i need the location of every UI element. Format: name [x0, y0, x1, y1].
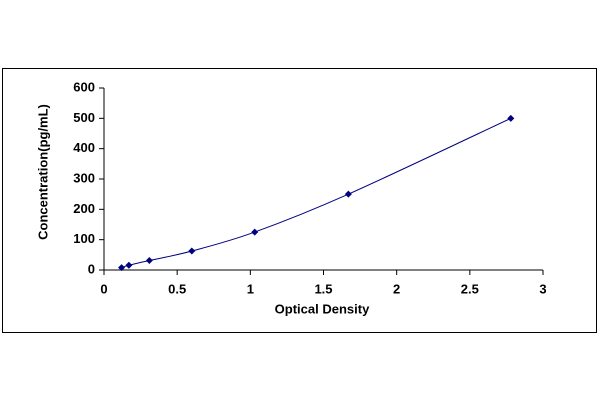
x-tick-label: 2.5: [461, 281, 479, 296]
x-tick-label: 0.5: [168, 281, 186, 296]
point: [344, 190, 352, 198]
y-tick-label: 0: [88, 261, 95, 276]
point: [125, 261, 133, 269]
point: [188, 247, 196, 255]
x-tick-label: 3: [539, 281, 546, 296]
y-tick-label: 400: [73, 140, 95, 155]
point: [118, 264, 126, 272]
y-tick-label: 100: [73, 231, 95, 246]
x-tick-label: 1: [247, 281, 254, 296]
x-tick-label: 2: [393, 281, 400, 296]
point: [145, 257, 153, 265]
chart-border: [2, 68, 597, 333]
y-tick-label: 600: [73, 79, 95, 94]
point: [507, 114, 515, 122]
y-tick-label: 200: [73, 201, 95, 216]
point: [251, 228, 259, 236]
y-tick-label: 300: [73, 170, 95, 185]
x-tick-label: 0: [100, 281, 107, 296]
y-axis-label: Concentration(pg/mL): [35, 104, 50, 240]
x-axis-label: Optical Density: [275, 301, 370, 316]
x-tick-label: 1.5: [314, 281, 332, 296]
y-tick-label: 500: [73, 110, 95, 125]
